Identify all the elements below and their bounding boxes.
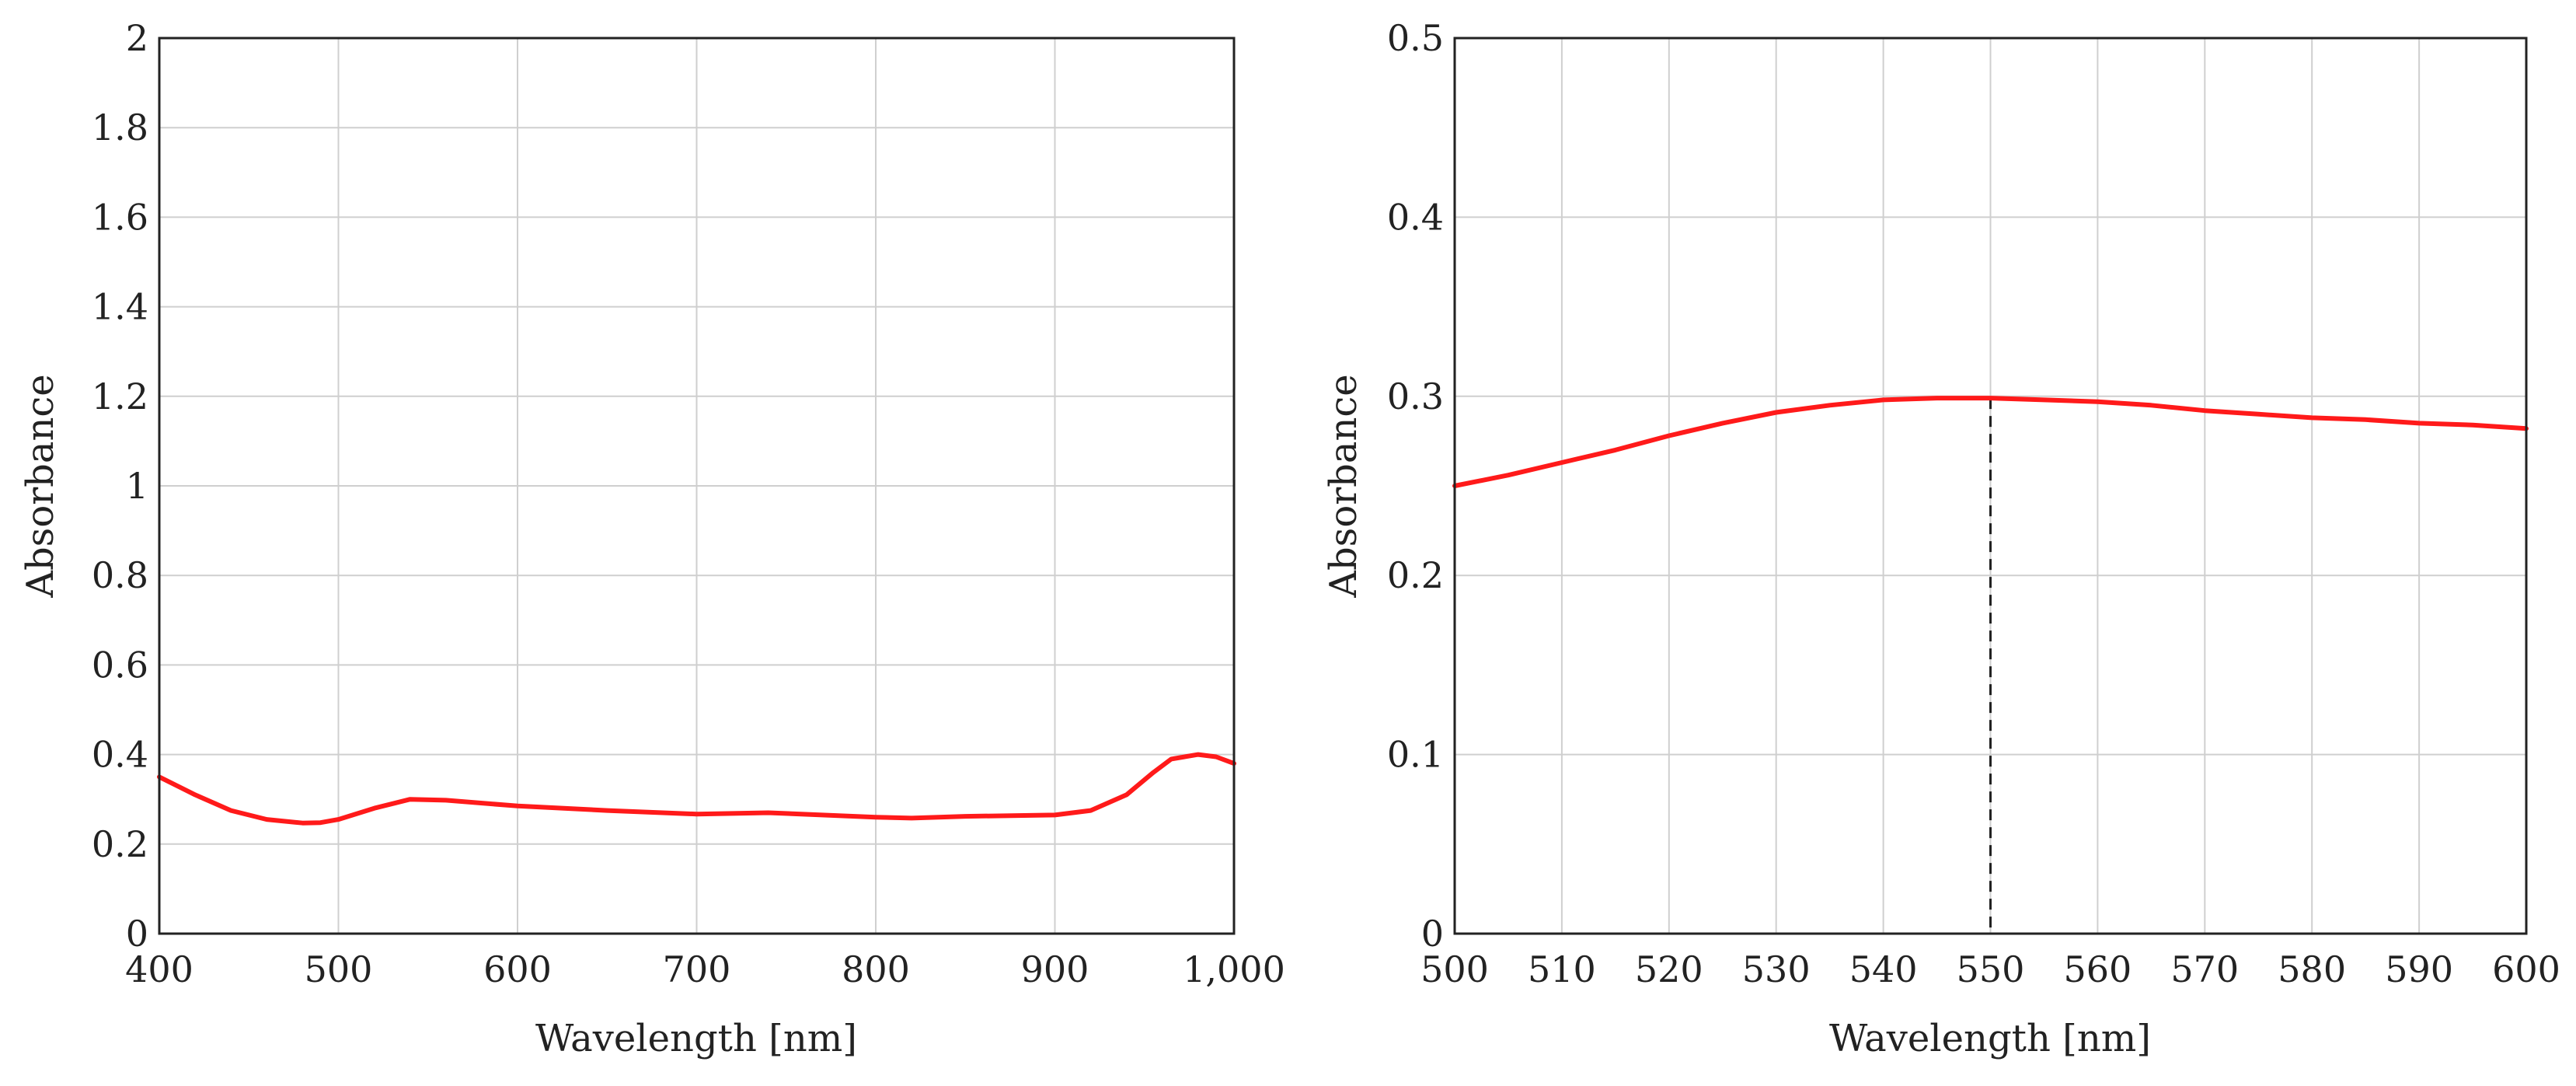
y-tick-label: 1.2 <box>92 375 148 417</box>
y-tick-label: 1.6 <box>92 196 148 238</box>
y-tick-label: 0.6 <box>92 644 148 686</box>
x-tick-label: 600 <box>2492 948 2560 990</box>
plot-frame <box>158 37 1236 935</box>
y-tick-label: 0.4 <box>92 734 148 776</box>
x-tick-label: 590 <box>2385 948 2453 990</box>
y-tick-label: 0.8 <box>92 554 148 596</box>
x-tick-label: 540 <box>1849 948 1918 990</box>
y-tick-label: 0.2 <box>1387 554 1444 596</box>
x-axis-label: Wavelength [nm] <box>535 1017 857 1060</box>
x-tick-label: 510 <box>1528 948 1596 990</box>
y-tick-label: 0.4 <box>1387 196 1444 238</box>
y-axis-label: Absorbance <box>19 374 62 598</box>
x-tick-label: 560 <box>2063 948 2132 990</box>
x-tick-label: 1,000 <box>1183 948 1285 990</box>
x-tick-label: 700 <box>663 948 731 990</box>
y-tick-label: 0.1 <box>1387 734 1444 776</box>
plot-frame <box>1453 37 2528 935</box>
y-tick-label: 1.8 <box>92 107 148 148</box>
x-tick-label: 600 <box>483 948 552 990</box>
x-tick-label: 500 <box>1420 948 1489 990</box>
y-tick-label: 0.2 <box>92 823 148 865</box>
y-tick-label: 0 <box>1421 913 1444 955</box>
x-tick-label: 580 <box>2278 948 2346 990</box>
x-tick-label: 400 <box>125 948 193 990</box>
y-tick-label: 0.3 <box>1387 375 1444 417</box>
absorbance-series-line <box>157 752 1236 826</box>
x-tick-label: 550 <box>1957 948 2025 990</box>
y-tick-label: 0 <box>126 913 148 955</box>
y-tick-label: 1 <box>126 465 148 507</box>
x-axis-label: Wavelength [nm] <box>1829 1017 2151 1060</box>
right-chart-zoomed-spectrum: Wavelength [nm] Absorbance 500 510 520 530 5… <box>1322 17 2560 1060</box>
y-axis-label: Absorbance <box>1322 374 1365 598</box>
x-tick-label: 570 <box>2170 948 2239 990</box>
absorbance-series-line <box>1452 396 2529 488</box>
left-chart-full-spectrum: Wavelength [nm] Absorbance 400 500 600 700 8… <box>19 17 1285 1060</box>
x-tick-label: 900 <box>1021 948 1089 990</box>
x-tick-label: 520 <box>1635 948 1703 990</box>
y-tick-label: 0.5 <box>1387 17 1444 59</box>
x-tick-label: 530 <box>1742 948 1811 990</box>
x-tick-label: 800 <box>842 948 910 990</box>
y-tick-label: 1.4 <box>92 286 148 328</box>
y-tick-label: 2 <box>126 17 148 59</box>
x-tick-label: 500 <box>305 948 373 990</box>
